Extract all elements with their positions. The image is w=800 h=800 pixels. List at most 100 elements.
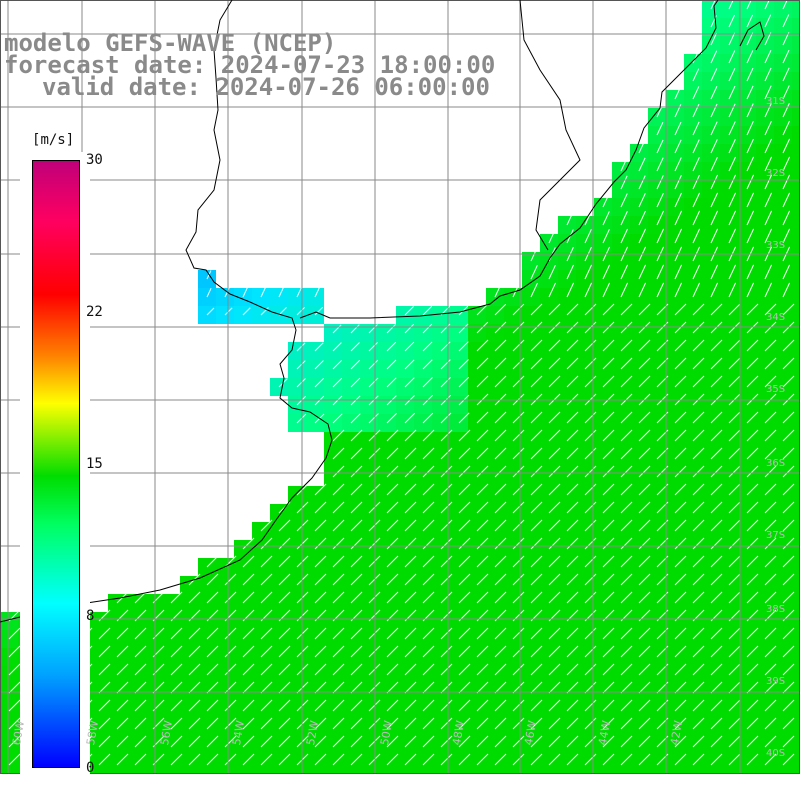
wind-arrow	[296, 645, 309, 658]
wind-arrow	[530, 282, 538, 298]
wind-arrow	[620, 663, 633, 676]
wind-speed-cell	[792, 162, 800, 180]
wind-arrow	[476, 555, 489, 568]
wind-arrow	[8, 753, 21, 766]
wind-arrow	[278, 699, 291, 712]
wind-arrow	[422, 699, 435, 712]
wind-arrow	[242, 537, 255, 550]
wind-arrow	[638, 537, 651, 550]
wind-arrow	[620, 393, 633, 406]
wind-arrow	[350, 699, 363, 712]
wind-arrow	[674, 175, 682, 190]
wind-arrow	[728, 303, 741, 316]
wind-speed-cell	[792, 216, 800, 234]
wind-arrow	[638, 193, 646, 208]
wind-arrow	[476, 501, 489, 514]
wind-arrow	[332, 324, 342, 334]
wind-speed-cell	[792, 378, 800, 396]
wind-arrow	[8, 681, 21, 694]
wind-arrow	[350, 377, 361, 388]
wind-arrow	[584, 429, 597, 442]
wind-arrow	[476, 357, 489, 370]
wind-arrow	[494, 339, 507, 352]
wind-arrow	[638, 210, 646, 226]
wind-arrow	[530, 265, 538, 280]
wind-arrow	[782, 483, 795, 496]
wind-arrow	[440, 483, 453, 496]
wind-speed-cell	[792, 414, 800, 432]
wind-arrow	[638, 465, 651, 478]
wind-arrow	[728, 753, 741, 766]
wind-arrow	[692, 663, 705, 676]
wind-arrow	[512, 717, 525, 730]
wind-arrow	[350, 735, 363, 748]
wind-arrow	[350, 429, 363, 442]
wind-arrow	[638, 753, 651, 766]
wind-arrow	[692, 157, 700, 172]
wind-arrow	[476, 591, 489, 604]
model-title: modelo GEFS-WAVE (NCEP)	[4, 29, 337, 57]
wind-arrow	[8, 645, 21, 658]
wind-arrow	[386, 699, 399, 712]
wind-arrow	[584, 465, 597, 478]
coastline-east	[330, 0, 719, 319]
wind-arrow	[314, 699, 327, 712]
wind-arrow	[458, 663, 471, 676]
wind-arrow	[638, 175, 646, 190]
wind-arrow	[548, 627, 561, 640]
wind-arrow	[728, 555, 741, 568]
wind-arrow	[458, 753, 471, 766]
wind-arrow	[332, 519, 345, 532]
wind-arrow	[710, 555, 723, 568]
wind-arrow	[296, 306, 306, 316]
wind-arrow	[620, 699, 633, 712]
wind-arrow	[746, 429, 759, 442]
wind-arrow	[350, 359, 361, 370]
wind-speed-cell	[792, 738, 800, 756]
wind-arrow	[602, 753, 615, 766]
wind-arrow	[764, 303, 777, 316]
wind-arrow	[548, 339, 561, 352]
wind-arrow	[710, 447, 723, 460]
wind-speed-cell	[792, 432, 800, 450]
wind-arrow	[188, 663, 201, 676]
wind-arrow	[638, 699, 651, 712]
wind-arrow	[728, 663, 741, 676]
wind-arrow	[314, 537, 327, 550]
lat-label: 35S	[766, 384, 786, 395]
wind-arrow	[728, 121, 736, 136]
wind-arrow	[638, 645, 651, 658]
wind-arrow	[566, 519, 579, 532]
wind-arrow	[332, 627, 345, 640]
wind-arrow	[764, 156, 773, 172]
wind-arrow	[242, 663, 255, 676]
wind-arrow	[8, 717, 21, 730]
wind-arrow	[710, 339, 723, 352]
wind-arrow	[242, 555, 255, 568]
wind-arrow	[566, 339, 579, 352]
wind-arrow	[548, 483, 561, 496]
wind-speed-cell	[792, 0, 800, 18]
wind-arrow	[350, 627, 363, 640]
wind-arrow	[404, 465, 417, 478]
lat-label: 33S	[766, 240, 786, 251]
wind-arrow	[368, 377, 379, 388]
wind-arrow	[728, 339, 741, 352]
wind-arrow	[674, 573, 687, 586]
wind-speed-cell	[792, 486, 800, 504]
wind-arrow	[710, 735, 723, 748]
wind-arrow	[566, 375, 579, 388]
wind-arrow	[674, 121, 682, 136]
wind-arrow	[584, 229, 592, 244]
wind-arrow	[440, 645, 453, 658]
wind-arrow	[710, 228, 719, 244]
wind-arrow	[530, 555, 543, 568]
wind-arrow	[422, 645, 435, 658]
wind-arrow	[692, 429, 705, 442]
wind-arrow	[314, 483, 327, 496]
wind-arrow	[332, 395, 343, 406]
wind-arrow	[386, 735, 399, 748]
wind-arrow	[728, 264, 737, 280]
wind-arrow	[746, 375, 759, 388]
wind-arrow	[782, 537, 795, 550]
